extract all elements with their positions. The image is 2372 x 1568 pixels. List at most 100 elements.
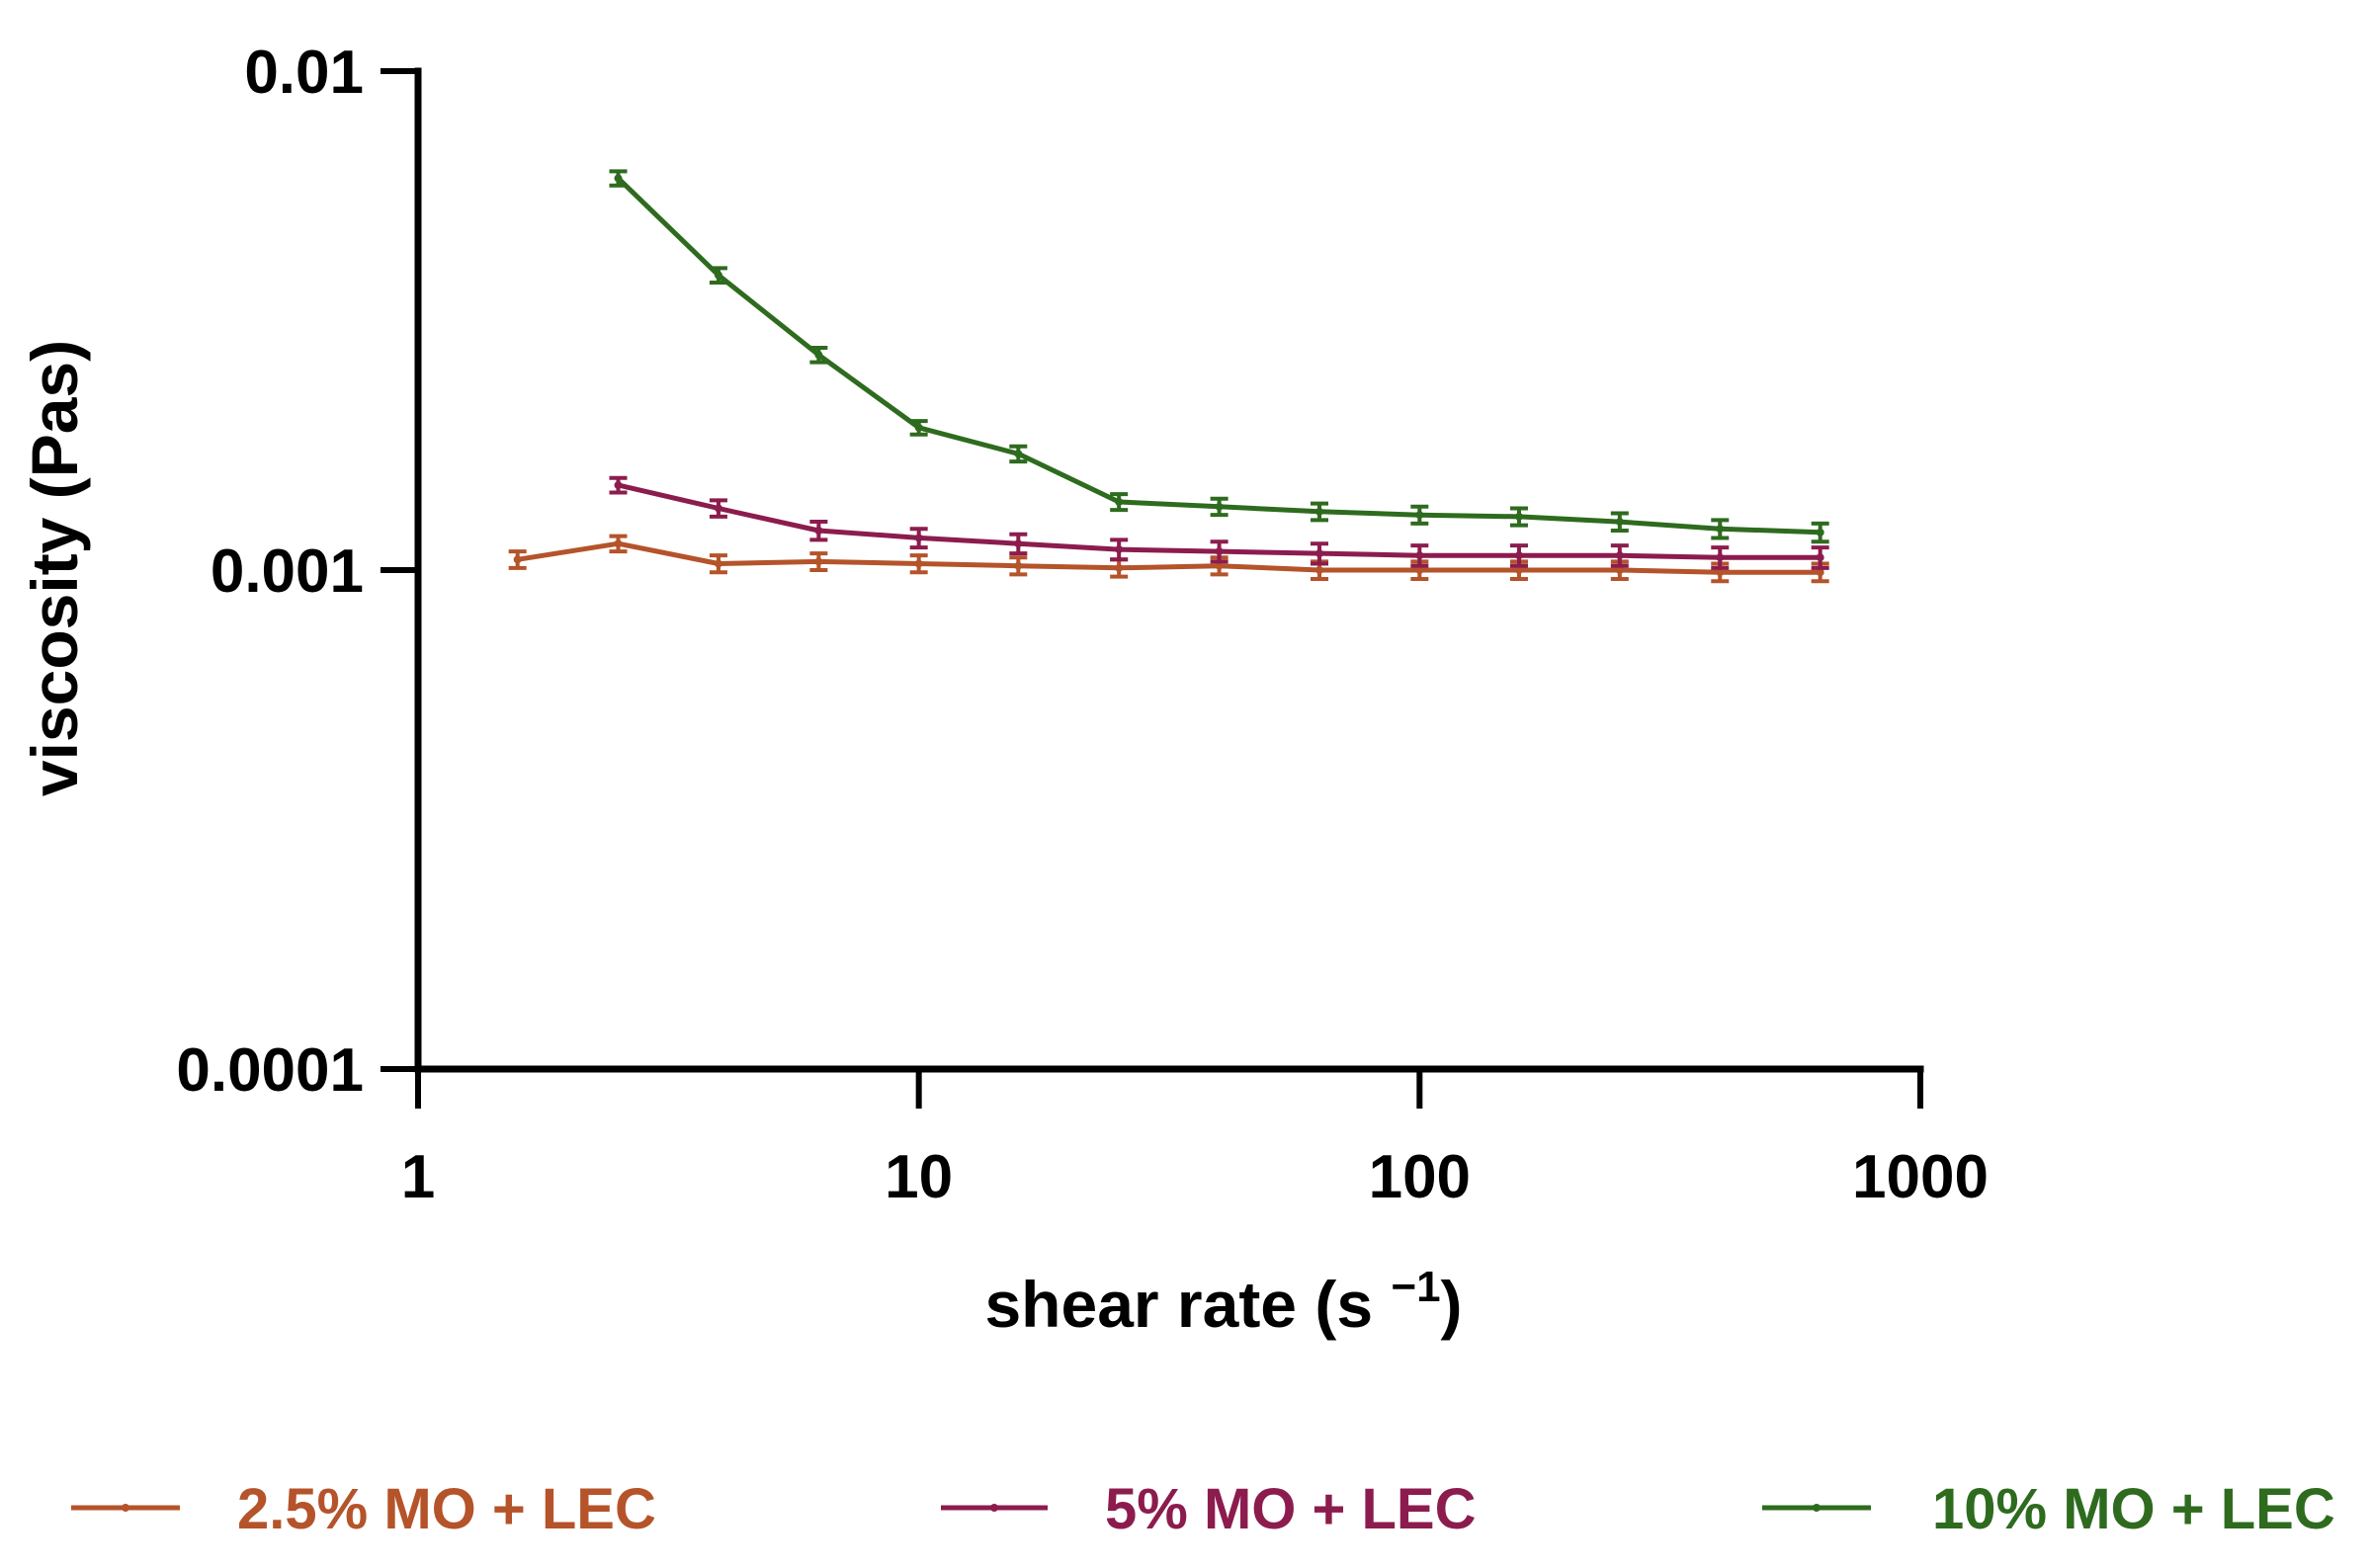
x-tick-label: 1 [401, 1143, 435, 1211]
data-point [1610, 511, 1629, 534]
data-point [709, 266, 727, 285]
x-ticks: 1 10 100 1000 [401, 1069, 1989, 1211]
data-point [1009, 555, 1028, 577]
axes: 1 10 100 1000 0.0001 0.001 0.01 [176, 39, 1989, 1211]
legend-marker [1813, 1504, 1821, 1512]
data-point [1509, 506, 1528, 528]
marker [1415, 551, 1424, 560]
marker [1615, 566, 1624, 574]
marker [914, 534, 923, 542]
data-point [1711, 545, 1730, 570]
marker [1215, 502, 1224, 511]
legend-item: 2.5% MO + LEC [71, 1477, 656, 1541]
series-layer [508, 169, 1829, 584]
x-axis-title-superscript: −1 [1391, 1263, 1440, 1311]
series-3 [609, 169, 1829, 544]
series-2 [609, 475, 1829, 570]
x-tick-label: 100 [1369, 1143, 1471, 1211]
marker [1315, 549, 1324, 558]
marker [1215, 547, 1224, 556]
marker [1514, 566, 1523, 574]
series-line [616, 176, 1821, 536]
x-axis-title: shear rate (s −1) [984, 1263, 1462, 1341]
marker [914, 559, 923, 568]
marker [1014, 450, 1023, 458]
data-point [609, 475, 628, 495]
y-tick-label: 0.0001 [176, 1036, 364, 1105]
legend-label: 10% MO + LEC [1932, 1477, 2335, 1541]
y-tick-label: 0.001 [211, 537, 364, 606]
legend-label: 5% MO + LEC [1105, 1477, 1476, 1541]
series-1 [508, 534, 1829, 584]
marker [1514, 551, 1523, 560]
y-tick-label: 0.01 [244, 39, 364, 107]
marker [1716, 525, 1725, 534]
marker [1315, 507, 1324, 516]
legend: 2.5% MO + LEC 5% MO + LEC 10% MO + LEC [71, 1477, 2335, 1541]
marker [1115, 545, 1124, 554]
marker [1415, 566, 1424, 574]
data-point [1210, 539, 1228, 564]
marker [1816, 568, 1824, 577]
marker [814, 557, 823, 566]
x-tick-label: 10 [885, 1143, 953, 1211]
marker [1315, 566, 1324, 574]
x-axis-title-space [1373, 1268, 1391, 1341]
marker [1115, 563, 1124, 572]
marker [714, 271, 722, 280]
marker [1014, 539, 1023, 548]
data-point [1311, 501, 1329, 523]
data-point [809, 345, 828, 365]
marker [614, 539, 623, 548]
marker [1716, 568, 1725, 577]
data-point [809, 520, 828, 542]
marker [1615, 518, 1624, 527]
data-point [1410, 504, 1429, 526]
x-axis-title-main: shear rate (s [984, 1268, 1373, 1341]
data-point [1110, 537, 1129, 562]
data-point [1009, 444, 1028, 464]
marker [614, 481, 623, 490]
y-axis-title: viscosity (Pas) [18, 340, 91, 796]
data-point [1410, 543, 1429, 568]
marker [914, 423, 923, 432]
marker [1215, 561, 1224, 570]
data-point [1210, 496, 1228, 518]
marker [614, 174, 623, 183]
data-point [909, 527, 928, 550]
legend-marker [990, 1504, 998, 1512]
legend-item: 10% MO + LEC [1762, 1477, 2335, 1541]
marker [814, 527, 823, 536]
data-point [909, 553, 928, 575]
data-point [1811, 545, 1829, 570]
x-tick-label: 1000 [1852, 1143, 1989, 1211]
marker [1514, 512, 1523, 521]
data-point [909, 419, 928, 437]
marker [814, 351, 823, 360]
legend-item: 5% MO + LEC [941, 1477, 1476, 1541]
data-point [1711, 518, 1730, 540]
data-point [1110, 492, 1129, 513]
x-axis-title-close: ) [1441, 1268, 1463, 1341]
data-point [508, 549, 527, 570]
marker [1716, 553, 1725, 562]
data-point [1610, 543, 1629, 568]
data-point [1811, 521, 1829, 544]
marker [1415, 511, 1424, 520]
marker [1115, 497, 1124, 506]
data-point [709, 553, 727, 575]
data-point [609, 534, 628, 554]
marker [1014, 561, 1023, 570]
y-ticks: 0.0001 0.001 0.01 [176, 39, 418, 1105]
marker [714, 559, 722, 568]
data-point [809, 551, 828, 572]
marker [714, 504, 722, 513]
legend-marker [122, 1504, 129, 1512]
data-point [609, 169, 628, 188]
marker [1615, 551, 1624, 560]
data-point [1009, 532, 1028, 556]
data-point [709, 498, 727, 519]
data-point [1311, 541, 1329, 566]
